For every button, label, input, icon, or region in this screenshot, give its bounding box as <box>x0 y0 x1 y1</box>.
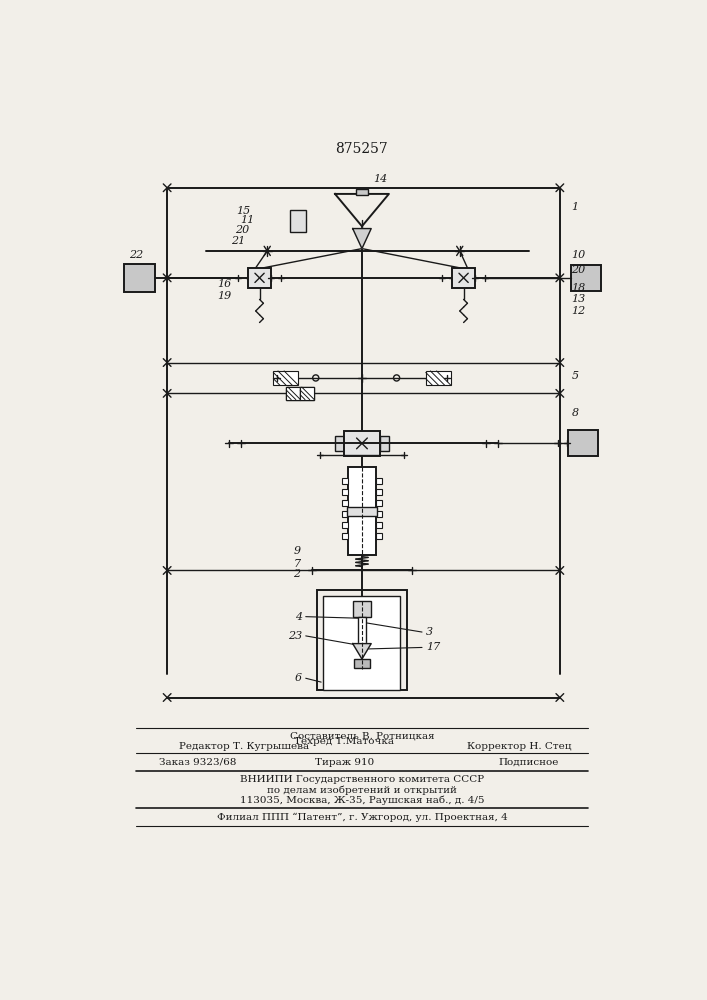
Text: по делам изобретений и открытий: по делам изобретений и открытий <box>267 785 457 795</box>
Bar <box>380 436 389 451</box>
Bar <box>348 466 376 555</box>
Text: 16: 16 <box>217 279 231 289</box>
Text: 21: 21 <box>231 236 245 246</box>
Text: 6: 6 <box>295 673 302 683</box>
Bar <box>346 507 378 516</box>
Text: Филиал ППП “Патент”, г. Ужгород, ул. Проектная, 4: Филиал ППП “Патент”, г. Ужгород, ул. Про… <box>216 813 508 822</box>
Bar <box>354 659 370 668</box>
Bar <box>286 387 300 400</box>
Bar <box>376 522 382 528</box>
Text: Тираж 910: Тираж 910 <box>315 758 374 767</box>
Text: 20: 20 <box>571 265 585 275</box>
Bar <box>300 387 314 400</box>
Bar <box>342 500 348 506</box>
Bar <box>248 268 271 288</box>
Bar <box>376 533 382 539</box>
Bar <box>571 265 601 291</box>
Text: 23: 23 <box>288 631 302 641</box>
Text: 113035, Москва, Ж-35, Раушская наб., д. 4/5: 113035, Москва, Ж-35, Раушская наб., д. … <box>240 795 484 805</box>
Bar <box>376 489 382 495</box>
Bar <box>342 489 348 495</box>
Text: 3: 3 <box>426 627 433 637</box>
Bar <box>452 268 475 288</box>
Bar <box>286 387 300 400</box>
Bar <box>335 436 344 451</box>
Text: 14: 14 <box>373 174 387 184</box>
Polygon shape <box>353 229 371 249</box>
Bar <box>300 387 314 400</box>
Text: 9: 9 <box>293 546 300 556</box>
Text: 10: 10 <box>571 250 585 260</box>
Text: Подписное: Подписное <box>498 758 559 767</box>
Text: 5: 5 <box>571 371 578 381</box>
Bar <box>291 210 305 232</box>
Bar <box>376 500 382 506</box>
Text: Редактор Т. Кугрышева: Редактор Т. Кугрышева <box>179 742 309 751</box>
Bar <box>324 596 400 690</box>
Text: 7: 7 <box>293 559 300 569</box>
Text: Заказ 9323/68: Заказ 9323/68 <box>160 758 237 767</box>
Text: 2: 2 <box>293 569 300 579</box>
Text: Техред Т.Маточка: Техред Т.Маточка <box>294 737 395 746</box>
Bar <box>568 430 597 456</box>
Text: 15: 15 <box>236 206 251 216</box>
Text: 1: 1 <box>571 202 578 212</box>
Bar <box>376 478 382 484</box>
Text: Составитель В. Ротницкая: Составитель В. Ротницкая <box>290 732 434 740</box>
Bar <box>358 617 366 644</box>
Text: 11: 11 <box>240 215 255 225</box>
Text: ВНИИПИ Государственного комитета СССР: ВНИИПИ Государственного комитета СССР <box>240 775 484 784</box>
Text: 19: 19 <box>217 291 231 301</box>
Bar <box>356 189 368 195</box>
Text: 875257: 875257 <box>336 142 388 156</box>
Bar <box>376 511 382 517</box>
Text: 17: 17 <box>426 642 440 652</box>
Bar <box>353 601 371 617</box>
Bar <box>274 371 298 385</box>
Bar <box>342 522 348 528</box>
Polygon shape <box>353 644 371 659</box>
Bar <box>342 533 348 539</box>
Bar <box>426 371 450 385</box>
Text: 12: 12 <box>571 306 585 316</box>
Bar <box>342 511 348 517</box>
Text: 8: 8 <box>571 408 578 418</box>
Bar <box>342 478 348 484</box>
Text: 18: 18 <box>571 283 585 293</box>
Bar <box>344 431 380 456</box>
Text: Корректор Н. Стец: Корректор Н. Стец <box>467 742 572 751</box>
Bar <box>317 590 407 690</box>
Text: 20: 20 <box>235 225 249 235</box>
Text: 4: 4 <box>295 612 302 622</box>
Text: 22: 22 <box>129 250 144 260</box>
Text: 13: 13 <box>571 294 585 304</box>
Bar <box>124 264 155 292</box>
